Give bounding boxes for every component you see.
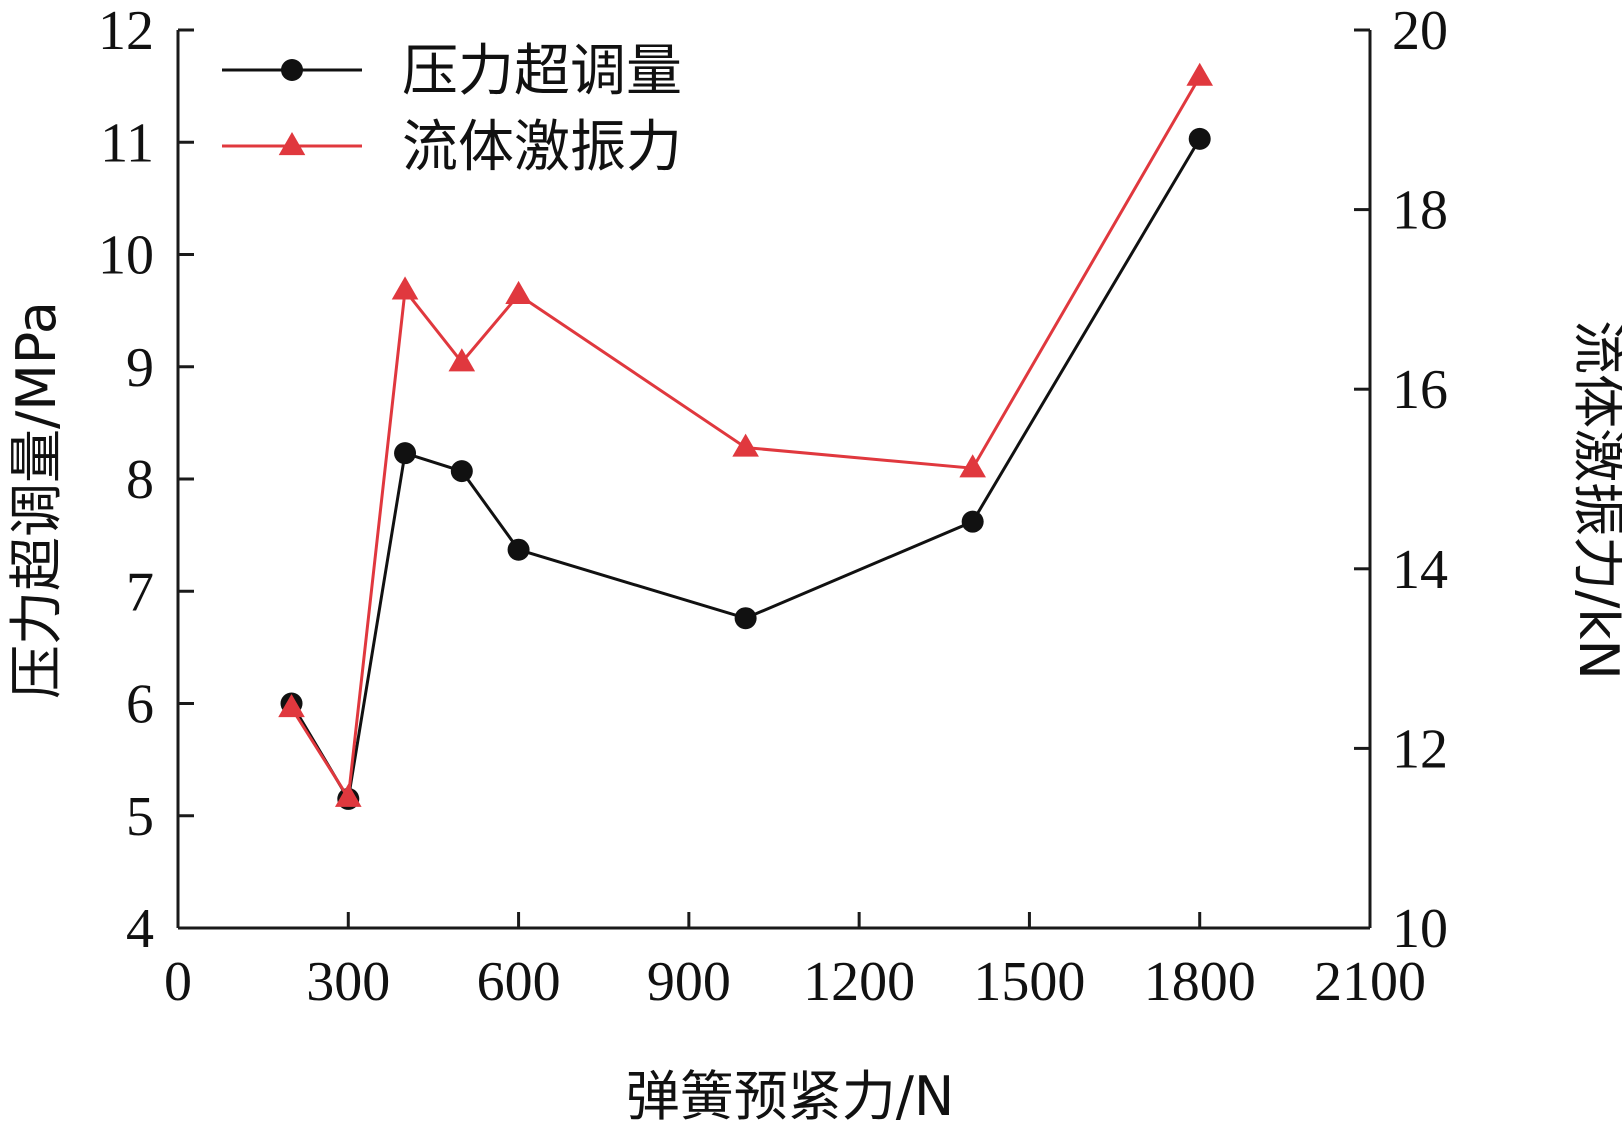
series-line [290, 138, 1202, 804]
y-right-axis-title: 流体激振力/kN [1567, 320, 1622, 680]
y-right-tick-label: 18 [1392, 180, 1448, 242]
y-left-tick-label: 10 [98, 225, 154, 287]
data-point [394, 442, 417, 465]
data-point [505, 280, 532, 305]
y-left-tick-label: 9 [126, 337, 154, 399]
y-left-tick-label: 5 [126, 786, 154, 848]
y-right-tick-label: 10 [1392, 898, 1448, 960]
data-point [1186, 62, 1214, 86]
x-tick-label: 1200 [803, 951, 915, 1013]
legend-label: 流体激振力 [402, 115, 682, 180]
data-point [732, 433, 759, 457]
legend-marker [278, 132, 306, 156]
legend-marker [281, 59, 303, 81]
x-axis-title: 弹簧预紧力/N [626, 1065, 955, 1128]
legend-item: 压力超调量 [222, 39, 682, 104]
x-tick-label: 1800 [1144, 951, 1256, 1013]
legend-label: 压力超调量 [402, 39, 682, 104]
data-point [1188, 127, 1211, 150]
data-point [450, 460, 473, 483]
data-point [391, 276, 419, 300]
x-tick-label: 1500 [973, 951, 1085, 1013]
data-point [961, 510, 984, 533]
y-right-tick-label: 20 [1392, 0, 1448, 62]
y-right-tick-label: 12 [1392, 718, 1448, 780]
y-left-tick-label: 6 [126, 674, 154, 736]
x-tick-label: 0 [164, 951, 192, 1013]
series-1 [280, 127, 1211, 810]
data-point [959, 454, 986, 478]
y-right-tick-label: 16 [1392, 359, 1448, 421]
ticks: 0 300 600 900 1200 1500 1800 2100 4 5 6 7 8 9 10 11 12 10… [98, 0, 1448, 1013]
y-left-tick-label: 11 [100, 112, 154, 174]
data-point [734, 607, 757, 630]
y-left-tick-label: 4 [126, 898, 154, 960]
y-left-tick-label: 12 [98, 0, 154, 62]
data-point [278, 693, 305, 718]
data-point [507, 538, 530, 561]
y-right-tick-label: 14 [1392, 539, 1448, 601]
y-left-tick-label: 8 [126, 449, 154, 511]
data-point [334, 783, 362, 807]
x-tick-label: 2100 [1314, 951, 1426, 1013]
series-layer [278, 62, 1214, 810]
data-point [448, 348, 476, 372]
series-2 [278, 62, 1214, 807]
x-tick-label: 600 [477, 951, 561, 1013]
y-left-tick-label: 7 [126, 561, 154, 623]
x-tick-label: 300 [306, 951, 390, 1013]
y-left-axis-title: 压力超调量/MPa [5, 301, 68, 699]
legend-item: 流体激振力 [222, 115, 682, 180]
x-tick-label: 900 [647, 951, 731, 1013]
series-line [290, 75, 1202, 803]
